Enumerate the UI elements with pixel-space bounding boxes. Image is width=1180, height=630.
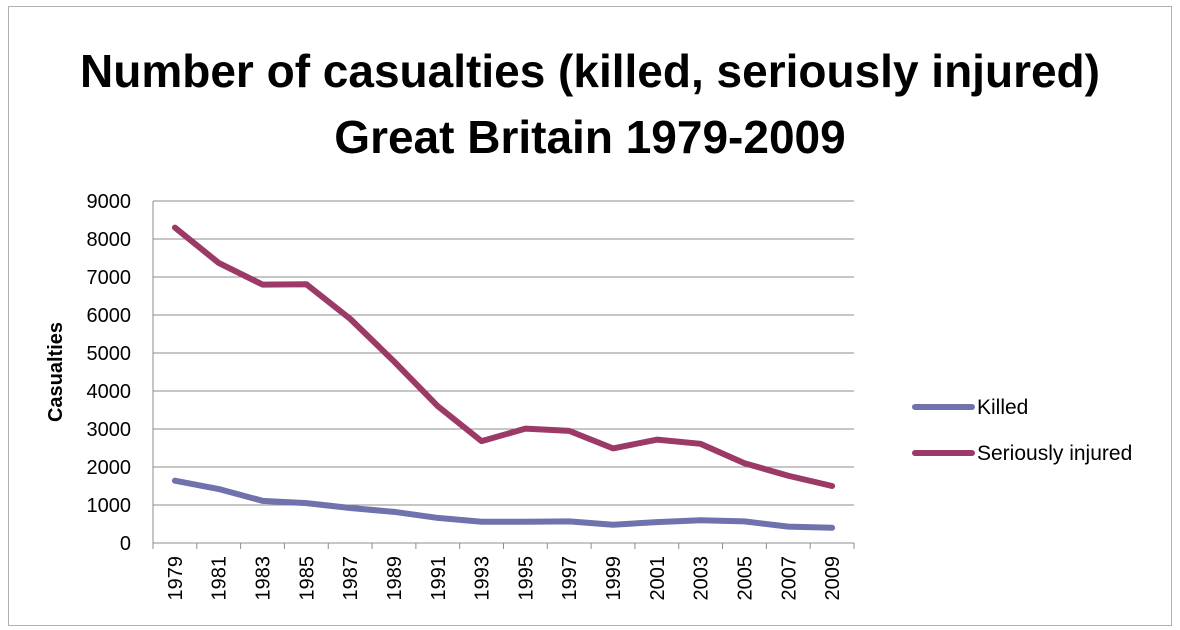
- data-point: [829, 483, 835, 489]
- data-point: [654, 437, 660, 443]
- data-point: [391, 509, 397, 515]
- y-tick-label: 9000: [87, 191, 132, 213]
- y-tick-label: 5000: [87, 343, 132, 365]
- x-tick-label: 1991: [428, 556, 450, 601]
- y-tick-label: 3000: [87, 419, 132, 441]
- x-tick-label: 2003: [691, 556, 713, 601]
- data-point: [479, 438, 485, 444]
- data-point: [347, 505, 353, 511]
- data-point: [479, 519, 485, 525]
- x-tick-label: 1993: [472, 556, 494, 601]
- data-point: [216, 486, 222, 492]
- data-point: [216, 260, 222, 266]
- y-tick-label: 8000: [87, 229, 132, 251]
- data-point: [610, 522, 616, 528]
- y-tick-label: 7000: [87, 267, 132, 289]
- data-point: [566, 518, 572, 524]
- data-point: [785, 524, 791, 530]
- x-tick-label: 2005: [734, 556, 756, 601]
- x-tick-label: 2007: [778, 556, 800, 601]
- x-tick-label: 1999: [603, 556, 625, 601]
- y-tick-label: 1000: [87, 495, 132, 517]
- data-point: [260, 498, 266, 504]
- data-point: [654, 519, 660, 525]
- chart-subtitle: Great Britain 1979-2009: [334, 111, 846, 163]
- data-point: [391, 358, 397, 364]
- series-line-0: [171, 477, 836, 531]
- data-point: [698, 517, 704, 523]
- y-tick-label: 6000: [87, 305, 132, 327]
- legend-label: Seriously injured: [977, 442, 1132, 465]
- data-point: [172, 225, 178, 231]
- x-tick-label: 1987: [340, 556, 362, 601]
- x-tick-label: 1979: [165, 556, 187, 601]
- x-tick-label: 2009: [822, 556, 844, 601]
- x-tick-label: 1983: [253, 556, 275, 601]
- data-point: [698, 441, 704, 447]
- x-tick-label: 1997: [559, 556, 581, 601]
- data-point: [829, 525, 835, 531]
- x-tick-label: 1985: [296, 556, 318, 601]
- data-point: [741, 460, 747, 466]
- data-point: [303, 500, 309, 506]
- data-point: [522, 519, 528, 525]
- data-point: [435, 515, 441, 521]
- x-tick-label: 1981: [209, 556, 231, 601]
- series-line-1: [171, 224, 836, 489]
- data-point: [347, 316, 353, 322]
- x-tick-label: 2001: [647, 556, 669, 601]
- x-tick-label: 1989: [384, 556, 406, 601]
- data-point: [610, 445, 616, 451]
- data-point: [522, 426, 528, 432]
- x-tick-label: 1995: [515, 556, 537, 601]
- data-point: [303, 281, 309, 287]
- data-point: [172, 478, 178, 484]
- y-tick-label: 4000: [87, 381, 132, 403]
- data-point: [741, 518, 747, 524]
- data-point: [260, 282, 266, 288]
- data-point: [435, 403, 441, 409]
- y-tick-label: 0: [120, 533, 131, 555]
- chart-frame: [8, 6, 1172, 626]
- legend-label: Killed: [977, 396, 1028, 419]
- y-axis-title: Casualties: [45, 322, 67, 422]
- chart-title: Number of casualties (killed, seriously …: [80, 45, 1100, 97]
- data-point: [785, 473, 791, 479]
- y-tick-label: 2000: [87, 457, 132, 479]
- data-point: [566, 428, 572, 434]
